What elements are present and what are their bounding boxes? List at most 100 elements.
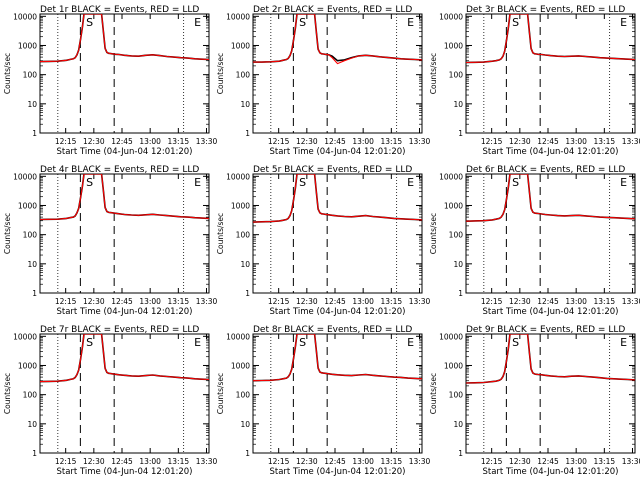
- plot-frame: [465, 13, 636, 134]
- y-tick-label: 100: [236, 231, 251, 240]
- x-tick-label: 13:15: [381, 297, 403, 306]
- lld-series-line: [40, 14, 209, 63]
- lld-series-line: [466, 174, 635, 222]
- x-tick-label: 12:45: [324, 137, 346, 146]
- plot-frame: [252, 333, 423, 454]
- series-group: [466, 334, 635, 384]
- x-tick-label: 12:45: [111, 297, 133, 306]
- marker-e: E: [620, 16, 627, 29]
- x-tick-label: 12:30: [296, 137, 318, 146]
- x-tick-label: 13:30: [622, 457, 640, 466]
- y-tick-label: 10000: [439, 172, 463, 181]
- x-tick-label: 12:15: [55, 297, 77, 306]
- detector-panel: S E 1 10 100 1000 10000 12:15 12:30 12:45 13:00 13:…: [3, 165, 218, 317]
- x-axis-label: Start Time (04-Jun-04 12:01:20): [270, 467, 406, 477]
- x-tick-label: 12:30: [296, 297, 318, 306]
- y-tick-label: 10000: [226, 12, 250, 21]
- x-tick-label: 13:15: [168, 457, 190, 466]
- plot-frame: [252, 13, 423, 134]
- series-group: [466, 174, 635, 222]
- x-tick-label: 12:30: [83, 457, 105, 466]
- lld-series-line: [40, 174, 209, 221]
- panel-title: Det 4r BLACK = Events, RED = LLD: [40, 165, 199, 175]
- y-tick-label: 10: [240, 100, 250, 109]
- x-tick-label: 13:00: [139, 297, 161, 306]
- y-tick-label: 1: [458, 289, 463, 298]
- y-tick-label: 1000: [444, 361, 463, 370]
- x-axis-label: Start Time (04-Jun-04 12:01:20): [483, 467, 619, 477]
- x-tick-label: 13:15: [594, 297, 616, 306]
- y-axis-label: Counts/sec: [216, 373, 225, 414]
- x-tick-label: 12:15: [481, 457, 503, 466]
- plot-frame: [39, 333, 210, 454]
- x-tick-label: 12:30: [509, 297, 531, 306]
- detector-panel: S E 1 10 100 1000 10000 12:15 12:30 12:45 13:00 13:…: [3, 5, 218, 157]
- y-tick-label: 1000: [231, 41, 250, 50]
- y-tick-label: 1: [458, 449, 463, 458]
- y-tick-label: 1000: [18, 201, 37, 210]
- lld-series-line: [466, 334, 635, 384]
- y-tick-label: 100: [449, 71, 464, 80]
- x-axis-label: Start Time (04-Jun-04 12:01:20): [57, 467, 193, 477]
- y-tick-label: 10: [27, 100, 37, 109]
- detector-panel: S E 1 10 100 1000 10000 12:15 12:30 12:45 13:00 13:…: [429, 165, 640, 317]
- lld-series-line: [466, 14, 635, 64]
- marker-e: E: [620, 336, 627, 349]
- x-tick-label: 12:30: [509, 457, 531, 466]
- y-tick-label: 10000: [13, 12, 37, 21]
- lld-series-line: [253, 174, 422, 223]
- y-axis-label: Counts/sec: [3, 53, 12, 94]
- series-group: [40, 174, 209, 221]
- y-tick-label: 1: [245, 449, 250, 458]
- y-tick-label: 10000: [439, 332, 463, 341]
- panel-title: Det 9r BLACK = Events, RED = LLD: [466, 325, 625, 335]
- y-tick-label: 1: [245, 129, 250, 138]
- detector-panel: S E 1 10 100 1000 10000 12:15 12:30 12:45 13:00 13:…: [216, 165, 431, 317]
- x-tick-label: 13:30: [622, 137, 640, 146]
- y-tick-label: 1000: [231, 201, 250, 210]
- plot-frame: [465, 173, 636, 294]
- detector-panel: S E 1 10 100 1000 10000 12:15 12:30 12:45 13:00 13:…: [216, 325, 431, 477]
- panel-title: Det 1r BLACK = Events, RED = LLD: [40, 5, 199, 15]
- y-tick-label: 1000: [444, 41, 463, 50]
- y-tick-label: 100: [449, 231, 464, 240]
- x-axis-label: Start Time (04-Jun-04 12:01:20): [483, 307, 619, 317]
- y-tick-label: 100: [236, 71, 251, 80]
- x-tick-label: 13:30: [409, 457, 431, 466]
- detector-panel: S E 1 10 100 1000 10000 12:15 12:30 12:45 13:00 13:…: [429, 5, 640, 157]
- y-tick-label: 100: [23, 391, 38, 400]
- y-tick-label: 1000: [231, 361, 250, 370]
- x-tick-label: 13:00: [352, 297, 374, 306]
- marker-e: E: [407, 336, 414, 349]
- y-tick-label: 10: [453, 420, 463, 429]
- y-tick-label: 1: [458, 129, 463, 138]
- marker-s: S: [299, 336, 306, 349]
- series-group: [40, 14, 209, 63]
- x-axis-label: Start Time (04-Jun-04 12:01:20): [270, 307, 406, 317]
- events-series-line: [40, 334, 209, 383]
- marker-s: S: [299, 16, 306, 29]
- marker-s: S: [86, 176, 93, 189]
- marker-s: S: [512, 16, 519, 29]
- plot-frame: [39, 13, 210, 134]
- panel-title: Det 8r BLACK = Events, RED = LLD: [253, 325, 412, 335]
- panel-title: Det 2r BLACK = Events, RED = LLD: [253, 5, 412, 15]
- y-tick-label: 10: [27, 260, 37, 269]
- x-tick-label: 12:45: [324, 457, 346, 466]
- x-tick-label: 12:15: [481, 137, 503, 146]
- y-tick-label: 100: [236, 391, 251, 400]
- events-series-line: [40, 14, 209, 63]
- marker-e: E: [407, 176, 414, 189]
- x-tick-label: 12:15: [55, 137, 77, 146]
- y-tick-label: 100: [449, 391, 464, 400]
- marker-s: S: [512, 336, 519, 349]
- y-tick-label: 10: [453, 260, 463, 269]
- y-tick-label: 10: [453, 100, 463, 109]
- x-tick-label: 13:00: [139, 457, 161, 466]
- x-axis-label: Start Time (04-Jun-04 12:01:20): [57, 147, 193, 157]
- x-tick-label: 13:00: [565, 297, 587, 306]
- y-tick-label: 10000: [226, 332, 250, 341]
- y-axis-label: Counts/sec: [429, 53, 438, 94]
- x-tick-label: 12:30: [83, 297, 105, 306]
- y-tick-label: 100: [23, 71, 38, 80]
